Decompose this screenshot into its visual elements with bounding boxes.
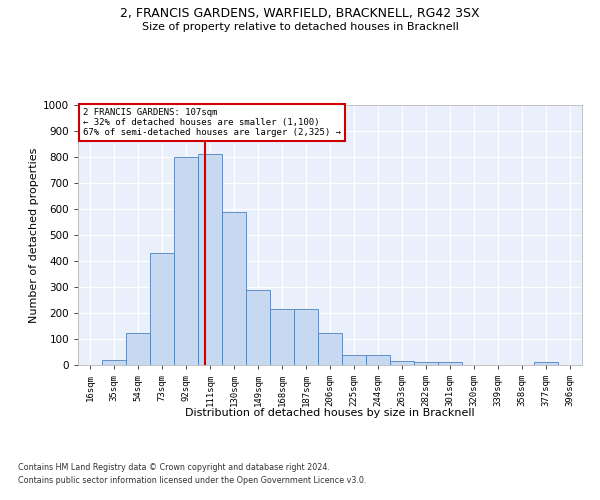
Bar	[294, 309, 318, 365]
Bar	[270, 309, 294, 365]
Text: Distribution of detached houses by size in Bracknell: Distribution of detached houses by size …	[185, 408, 475, 418]
Bar	[366, 354, 390, 365]
Bar	[534, 362, 558, 365]
Text: Size of property relative to detached houses in Bracknell: Size of property relative to detached ho…	[142, 22, 458, 32]
Text: Contains public sector information licensed under the Open Government Licence v3: Contains public sector information licen…	[18, 476, 367, 485]
Bar	[438, 362, 462, 365]
Bar	[174, 157, 198, 365]
Bar	[222, 212, 246, 365]
Bar	[246, 290, 270, 365]
Bar	[390, 361, 414, 365]
Bar	[150, 253, 174, 365]
Bar	[126, 332, 150, 365]
Bar	[102, 360, 126, 365]
Bar	[198, 154, 222, 365]
Text: 2, FRANCIS GARDENS, WARFIELD, BRACKNELL, RG42 3SX: 2, FRANCIS GARDENS, WARFIELD, BRACKNELL,…	[120, 8, 480, 20]
Bar	[414, 362, 438, 365]
Bar	[342, 354, 366, 365]
Bar	[318, 332, 342, 365]
Y-axis label: Number of detached properties: Number of detached properties	[29, 148, 38, 322]
Text: 2 FRANCIS GARDENS: 107sqm
← 32% of detached houses are smaller (1,100)
67% of se: 2 FRANCIS GARDENS: 107sqm ← 32% of detac…	[83, 108, 341, 138]
Text: Contains HM Land Registry data © Crown copyright and database right 2024.: Contains HM Land Registry data © Crown c…	[18, 462, 330, 471]
